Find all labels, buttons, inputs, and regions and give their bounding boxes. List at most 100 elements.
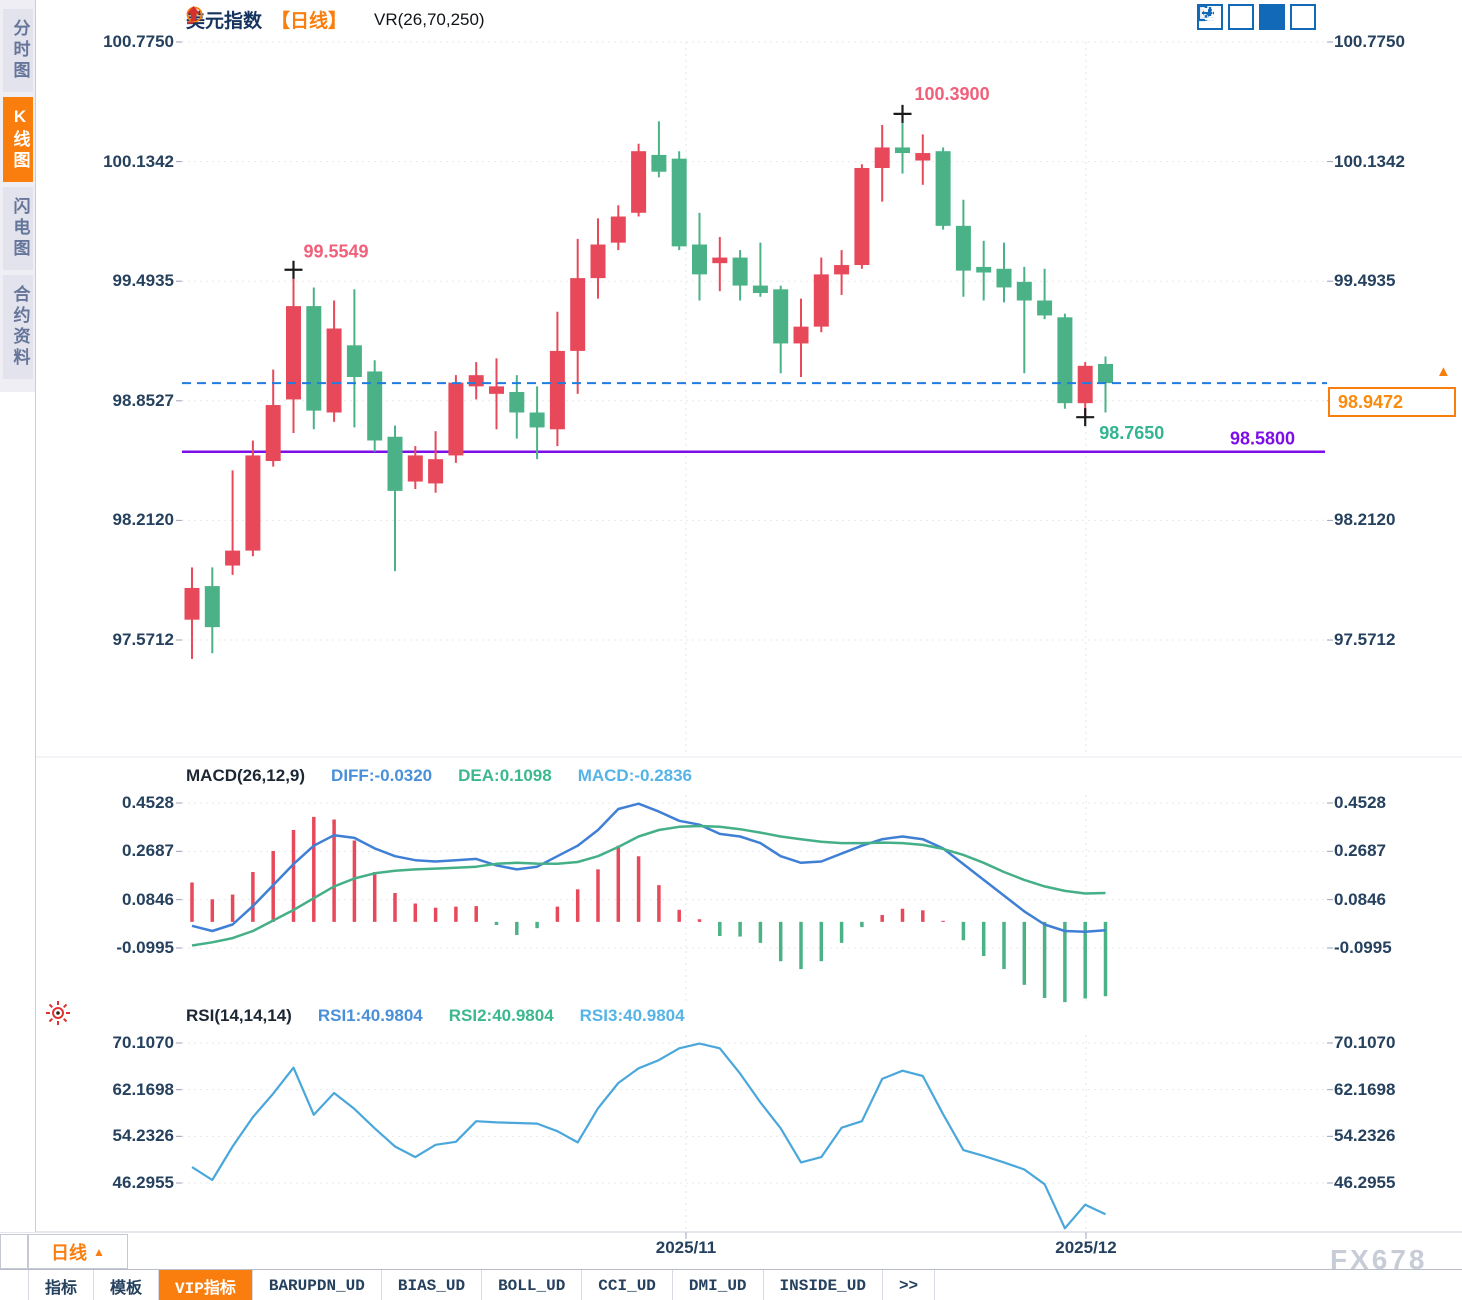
candle	[854, 164, 870, 269]
candle	[306, 287, 322, 430]
sidebar: 分时图 K线图闪电图合约资料	[0, 0, 36, 1232]
period-arrow-icon: ▲	[93, 1244, 105, 1259]
y-axis-tick: 54.2326	[112, 1126, 174, 1146]
candle	[752, 242, 768, 297]
candle	[265, 369, 281, 467]
candle	[407, 446, 423, 490]
candle	[732, 250, 748, 301]
tab-DMI_UD[interactable]: DMI_UD	[673, 1270, 764, 1300]
y-axis-tick: 0.4528	[1334, 793, 1386, 812]
candle	[448, 375, 464, 463]
y-axis-tick: 46.2955	[112, 1173, 174, 1192]
tab-BOLL_UD[interactable]: BOLL_UD	[482, 1270, 583, 1300]
macd-header: MACD(26,12,9) DIFF:-0.0320 DEA:0.1098 MA…	[186, 766, 692, 786]
y-axis-tick: 0.2687	[122, 841, 174, 861]
x-axis-label: 2025/11	[655, 1238, 717, 1257]
sidebar-item-K线图[interactable]: K线图	[2, 97, 33, 182]
candle	[651, 121, 667, 178]
y-axis-tick: 70.1070	[1334, 1033, 1396, 1052]
annotations-layer: 99.5549 100.3900 98.7650 98.5800	[284, 84, 1295, 449]
candle	[286, 269, 301, 434]
rsi2-value: RSI2:40.9804	[448, 1006, 554, 1025]
candle	[509, 375, 525, 439]
candle	[204, 567, 220, 654]
candle	[915, 134, 931, 185]
price-marker-label: 98.7650	[1099, 423, 1164, 443]
y-axis-tick: 100.7750	[103, 32, 174, 51]
y-axis-tick: 0.2687	[1334, 841, 1386, 861]
candle	[367, 360, 383, 452]
sidebar-item-合约资料[interactable]: 合约资料	[2, 275, 33, 379]
price-up-arrow-icon: ▲	[1436, 363, 1451, 380]
candle	[468, 362, 484, 400]
candle	[671, 151, 687, 251]
macd-dea-line	[191, 824, 1106, 947]
chart-header: 美元指数 【日线】 VR(26,70,250)	[186, 6, 485, 33]
candle	[773, 285, 789, 374]
corner-box	[0, 1234, 28, 1269]
candle	[692, 212, 707, 301]
candle	[529, 386, 545, 460]
candle	[549, 311, 565, 447]
candle	[813, 257, 829, 333]
rsi-line	[191, 1042, 1106, 1230]
y-axis-tick: 0.0846	[1334, 889, 1386, 909]
candle	[245, 440, 261, 557]
macd-layer	[190, 802, 1108, 1003]
candle	[631, 143, 647, 217]
candle	[387, 425, 403, 572]
last-price-value: 98.9472	[1338, 391, 1404, 412]
candle	[976, 240, 992, 301]
y-axis-tick: 100.1342	[103, 151, 174, 171]
sidebar-item-分时图[interactable]: 分时图	[2, 9, 33, 92]
support-level-label: 98.5800	[1230, 429, 1295, 449]
candle	[834, 250, 850, 295]
pan-right-icon[interactable]	[1197, 4, 1316, 30]
candle	[184, 567, 200, 659]
tab-BARUPDN_UD[interactable]: BARUPDN_UD	[253, 1270, 382, 1300]
chart-toolbar	[1197, 4, 1316, 30]
y-axis-tick: 62.1698	[112, 1079, 174, 1099]
candle	[1037, 268, 1053, 320]
candle	[428, 431, 444, 493]
y-axis-tick: 46.2955	[1334, 1173, 1396, 1192]
y-axis-tick: 54.2326	[1334, 1126, 1396, 1146]
candles-layer	[184, 113, 1113, 659]
tab-CCI_UD[interactable]: CCI_UD	[582, 1270, 673, 1300]
sidebar-item-闪电图[interactable]: 闪电图	[2, 187, 33, 270]
candle	[1057, 313, 1073, 409]
tab-模板[interactable]: 模板	[94, 1270, 160, 1300]
candle	[225, 470, 241, 575]
rsi-title: RSI(14,14,14)	[186, 1006, 292, 1025]
y-axis-tick: 99.4935	[112, 271, 174, 291]
y-axis-tick: 98.2120	[1334, 510, 1396, 530]
macd-diff-line	[191, 802, 1106, 934]
tab-more[interactable]: >>	[883, 1270, 936, 1300]
axis-scale-icon[interactable]	[1198, 4, 1254, 30]
period-selector[interactable]: 日线 ▲	[28, 1234, 128, 1269]
symbol-title: 美元指数	[186, 11, 263, 32]
tab-BIAS_UD[interactable]: BIAS_UD	[382, 1270, 483, 1300]
period-label: 日线	[51, 1242, 88, 1263]
candle	[610, 205, 626, 251]
rsi-header: RSI(14,14,14) RSI1:40.9804 RSI2:40.9804 …	[186, 1006, 685, 1026]
axis-auto-scale-icon[interactable]	[1198, 4, 1285, 30]
y-axis-tick: 100.7750	[1334, 32, 1405, 51]
candle	[570, 238, 586, 394]
price-marker-label: 99.5549	[304, 242, 369, 262]
last-price-box: 98.9472	[1328, 387, 1456, 417]
y-axis-tick: -0.0995	[116, 937, 174, 957]
candle	[874, 125, 890, 202]
tab-指标[interactable]: 指标	[29, 1270, 95, 1300]
candle	[895, 113, 910, 174]
candle	[793, 298, 809, 378]
y-axis-tick: 97.5712	[112, 629, 174, 649]
tab-INSIDE_UD[interactable]: INSIDE_UD	[764, 1270, 883, 1300]
rsi-layer	[191, 1042, 1106, 1230]
tab-VIP指标[interactable]: VIP指标	[159, 1270, 253, 1300]
rsi3-value: RSI3:40.9804	[579, 1006, 685, 1025]
y-axis-tick: -0.0995	[1334, 937, 1392, 957]
candle	[489, 358, 504, 430]
